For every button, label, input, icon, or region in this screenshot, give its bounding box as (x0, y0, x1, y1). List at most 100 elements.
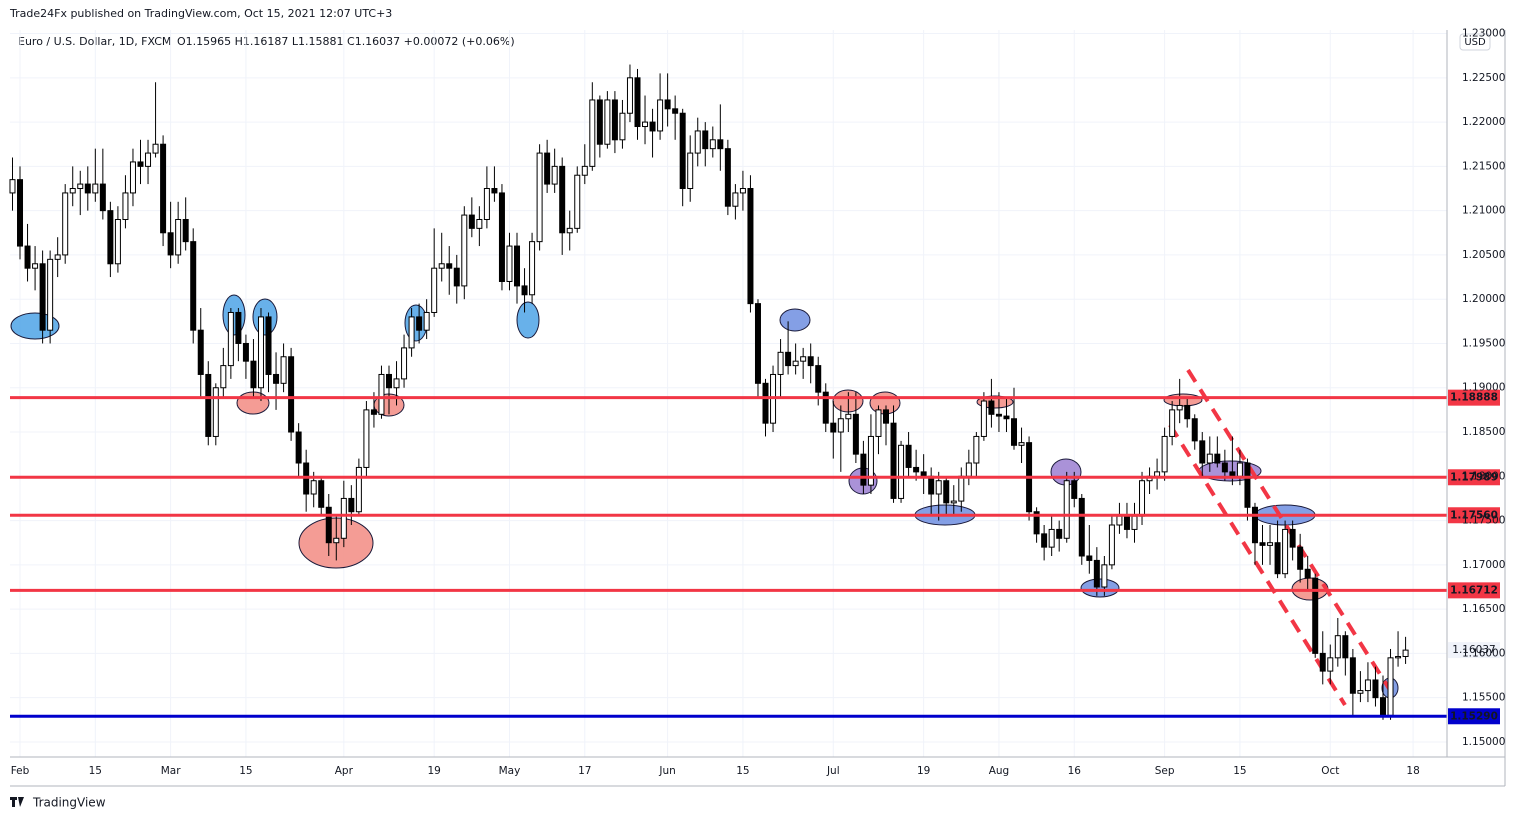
candle-body (950, 500, 957, 504)
candle-body (1139, 480, 1146, 517)
candle-body (190, 241, 197, 331)
candle-body (77, 183, 84, 190)
candle-body (1251, 506, 1258, 544)
candle-body (792, 360, 799, 367)
candle-body (1267, 542, 1274, 546)
candle-body (408, 316, 415, 349)
candle-body (596, 99, 603, 145)
candle-body (62, 192, 69, 256)
candle-body (973, 435, 980, 464)
candle-body (280, 356, 287, 384)
candle-body (995, 413, 1002, 417)
candle-body (310, 480, 317, 495)
candle-body (227, 311, 234, 367)
candle-body (687, 152, 694, 190)
candle-body (182, 218, 189, 243)
candle-body (370, 409, 377, 415)
candle-body (875, 409, 882, 437)
candle-body (898, 444, 905, 499)
currency: USD (1464, 37, 1486, 48)
candle-body (431, 267, 438, 313)
candle-body (785, 351, 792, 367)
candle-body (574, 174, 581, 229)
x-tick-label: May (499, 765, 521, 777)
candle-body (1364, 679, 1371, 692)
candle-body (145, 152, 152, 167)
candle-body (483, 188, 490, 220)
candle-body (747, 188, 754, 305)
candle-body (845, 413, 852, 420)
candle-body (423, 311, 430, 331)
candle-body (1093, 559, 1100, 588)
candle-body (1041, 533, 1048, 548)
x-tick-label: 15 (239, 765, 252, 777)
y-tick-label: 1.16000 (1462, 647, 1505, 659)
candle-body (815, 365, 822, 393)
annotation-ellipse (779, 308, 811, 332)
candle-body (340, 497, 347, 539)
candle-body (476, 218, 483, 229)
candle-body (672, 108, 679, 114)
x-tick-label: 15 (1233, 765, 1246, 777)
candle-body (694, 130, 701, 154)
candle-body (536, 152, 543, 243)
candle-body (1349, 657, 1356, 694)
candle-body (212, 387, 219, 437)
candle-body (1289, 528, 1296, 548)
candle-body (1078, 497, 1085, 557)
annotation-ellipse (516, 301, 540, 339)
x-tick-label: Apr (335, 765, 354, 777)
annotation-ellipse (222, 294, 246, 336)
y-tick-label: 1.22000 (1462, 116, 1505, 128)
candle-body (197, 329, 204, 375)
candle-body (1229, 471, 1236, 477)
candle-body (107, 210, 114, 265)
candle-body (1184, 404, 1191, 420)
candle-body (1169, 409, 1176, 437)
x-tick-label: Feb (11, 765, 30, 777)
candle-body (1191, 418, 1198, 442)
candle-body (559, 165, 566, 234)
x-tick-label: Jun (658, 765, 675, 777)
candle-body (453, 267, 460, 287)
x-tick-label: 15 (89, 765, 102, 777)
candle-body (24, 245, 31, 269)
candle-body (581, 165, 588, 176)
candle-body (604, 99, 611, 145)
level-price-box (1448, 708, 1500, 725)
y-tick-label: 1.21000 (1462, 205, 1505, 217)
candle-body (649, 121, 656, 132)
candle-body (1236, 462, 1243, 477)
candle-body (355, 466, 362, 513)
candle-body (1071, 480, 1078, 499)
level-price-label: 1.15290 (1450, 710, 1498, 722)
candle-body (461, 214, 468, 287)
candle-body (619, 112, 626, 141)
candle-body (1161, 435, 1168, 473)
y-tick-label: 1.19500 (1462, 337, 1505, 349)
candle-body (1402, 649, 1409, 657)
candle-body (446, 263, 453, 269)
chart-title: Euro / U.S. Dollar, 1D, FXCM (18, 35, 171, 48)
candle-body (709, 139, 716, 150)
candle-body (1214, 453, 1221, 464)
candle-body (1116, 515, 1123, 526)
candle-body (807, 356, 814, 367)
candle-body (205, 373, 212, 437)
candle-body (1131, 515, 1138, 530)
candle-body (657, 99, 664, 132)
candle-body (980, 400, 987, 437)
candle-body (491, 188, 498, 194)
candle-body (905, 444, 912, 468)
candle-body (160, 143, 167, 234)
level-price-label: 1.17989 (1450, 471, 1498, 483)
candle-body (1387, 657, 1394, 716)
candle-body (47, 258, 54, 331)
candle-body (265, 316, 272, 375)
candle-body (837, 418, 844, 433)
candle-body (860, 453, 867, 486)
candle-body (732, 192, 739, 207)
annotation-ellipse (252, 298, 278, 336)
candle-body (1154, 471, 1161, 477)
